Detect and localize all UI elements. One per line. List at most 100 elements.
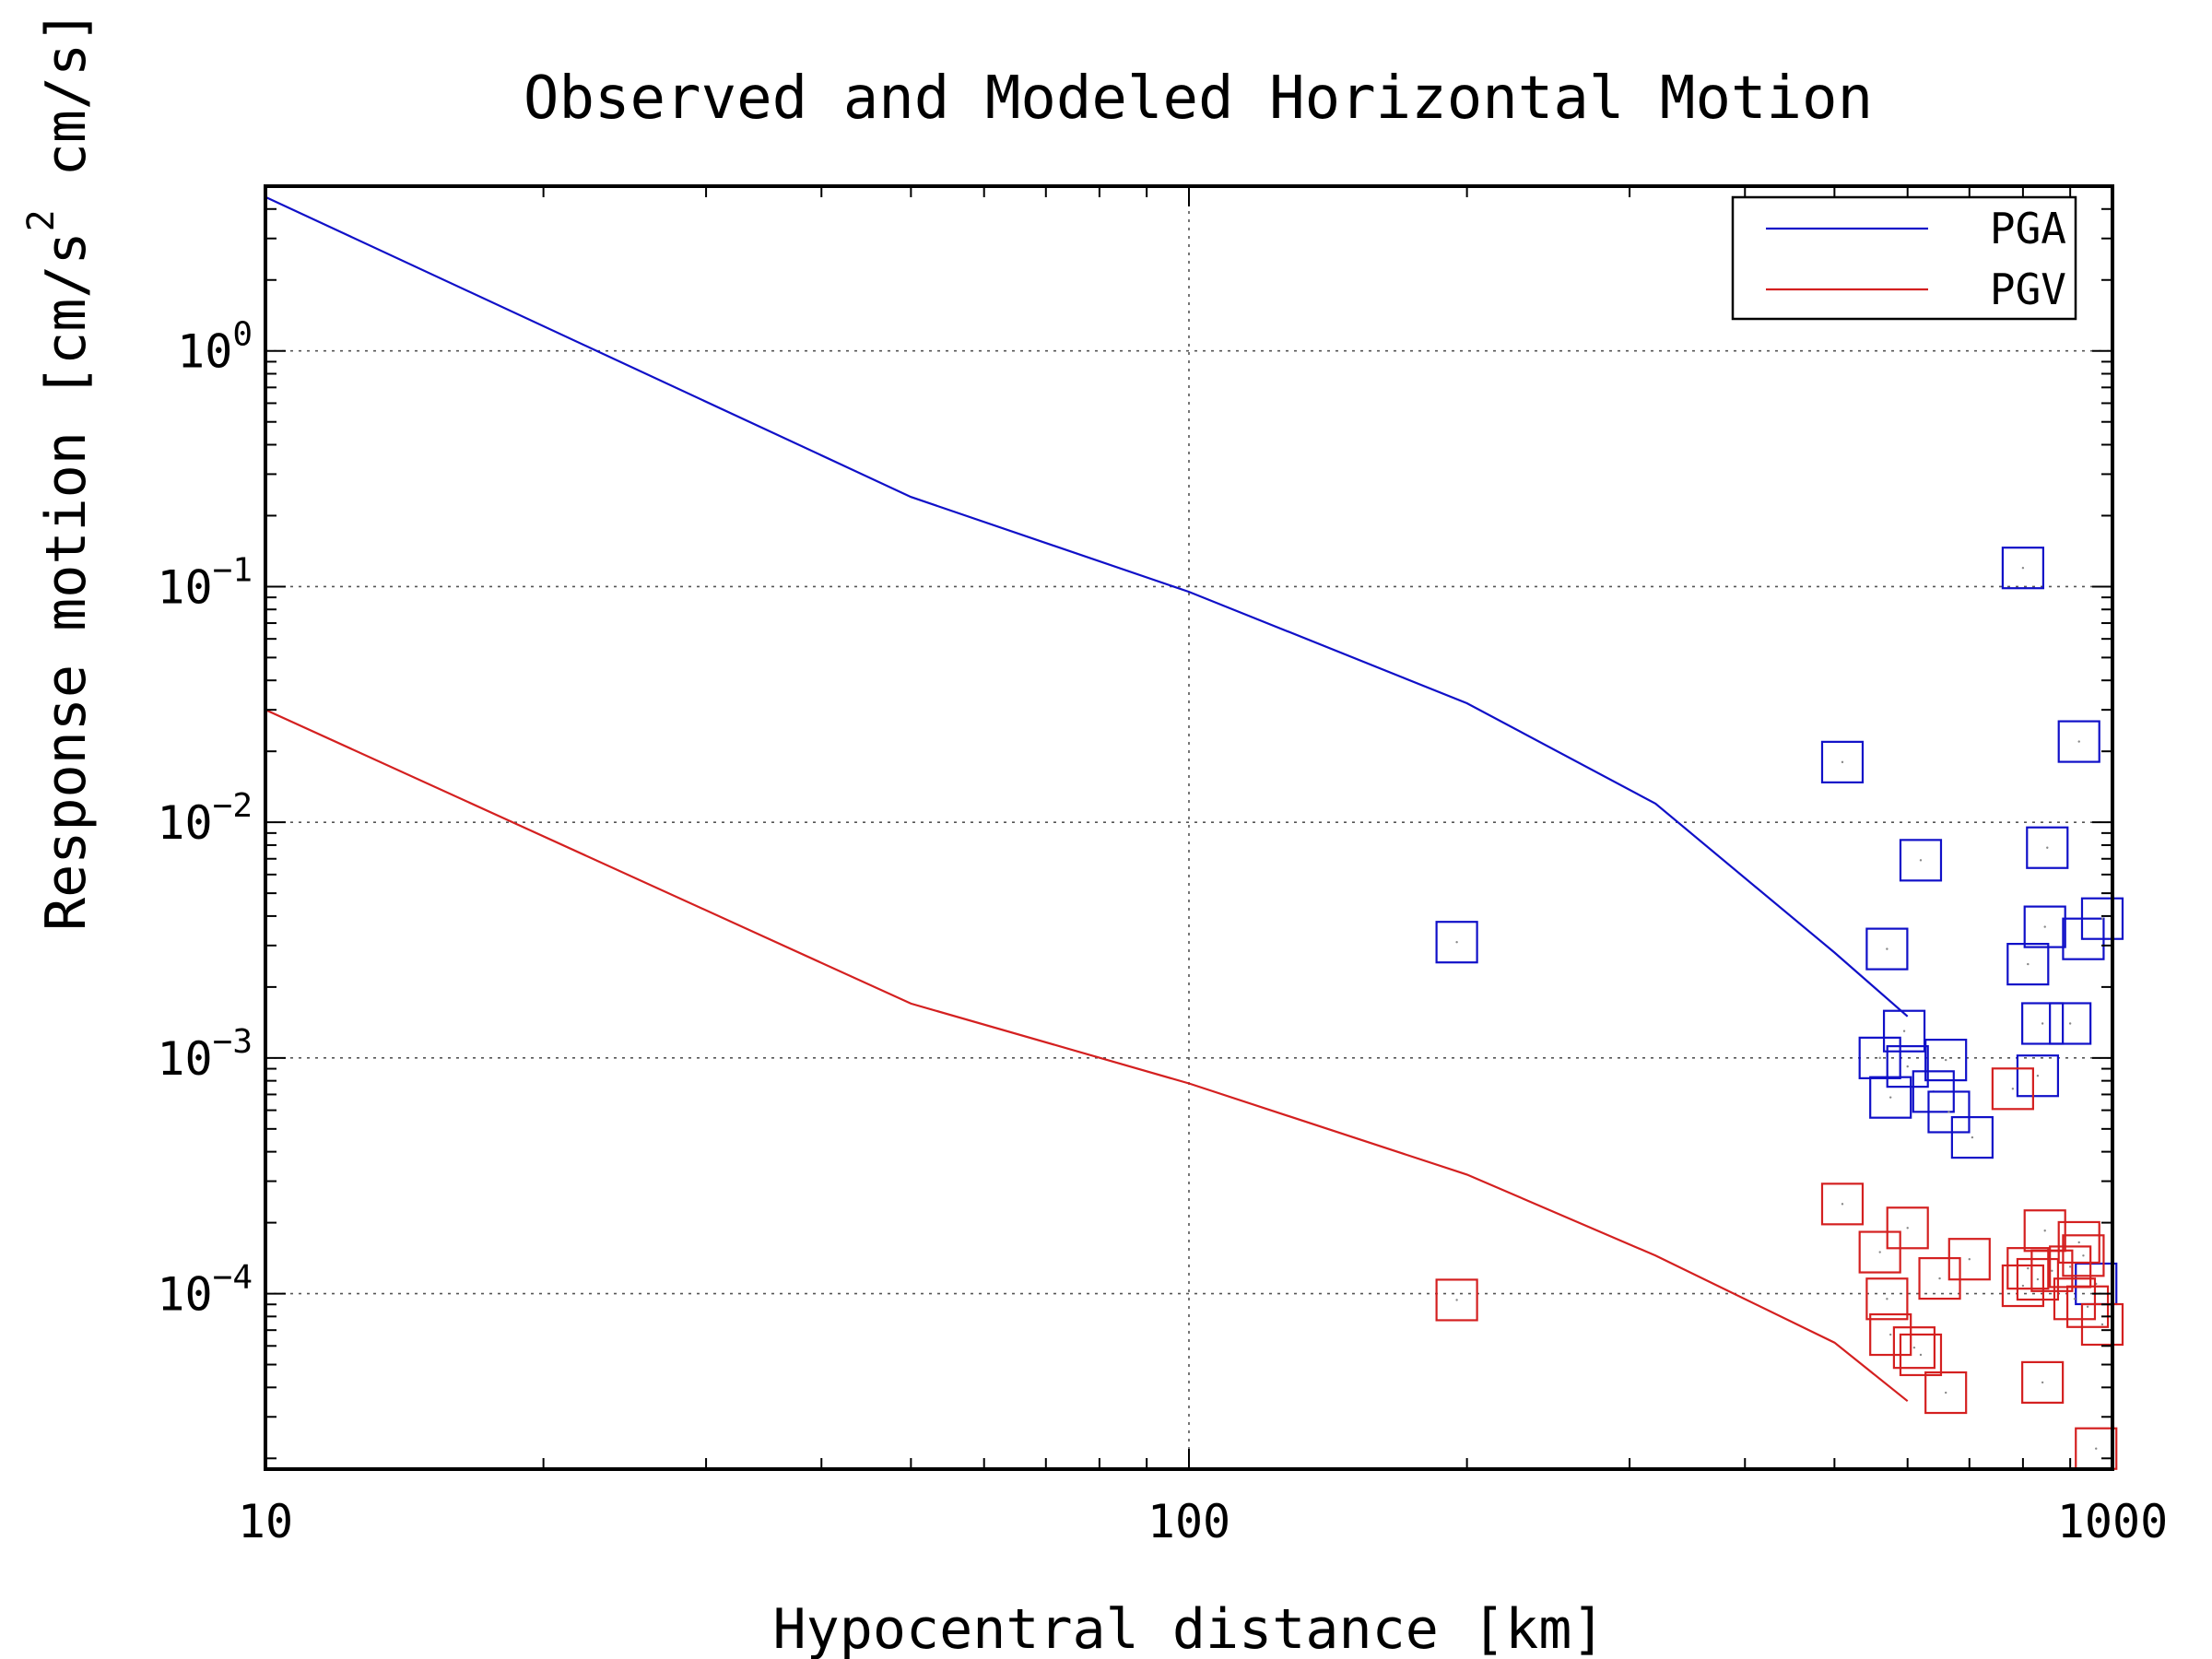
x-tick-label: 10 xyxy=(238,1495,293,1548)
data-point-square xyxy=(1820,740,1865,783)
y-tick-label: 10−1 xyxy=(157,551,253,614)
data-point-center-dot xyxy=(1919,859,1923,862)
data-point-center-dot xyxy=(1944,1058,1947,1062)
data-point-center-dot xyxy=(1888,1096,1892,1099)
grid-layer xyxy=(265,186,2112,1469)
x-tick-label: 1000 xyxy=(2057,1495,2168,1548)
data-point-square xyxy=(1858,1036,1901,1079)
data-point-center-dot xyxy=(2043,1230,2046,1232)
data-point-center-dot xyxy=(2043,925,2046,928)
svg-text:Response motion [cm/s2cm/s]: Response motion [cm/s2 cm/s] xyxy=(20,10,99,931)
data-point-center-dot xyxy=(2041,1022,2044,1025)
data-point-square xyxy=(2021,1360,2065,1405)
data-point-square xyxy=(1858,1230,1901,1274)
y-tick-label: 10−4 xyxy=(157,1259,253,1322)
data-point-center-dot xyxy=(1912,1346,1916,1349)
data-point-square xyxy=(1820,1182,1865,1226)
legend-label-pgv: PGV xyxy=(1990,265,2066,314)
data-point-center-dot xyxy=(2027,1266,2030,1270)
data-point-center-dot xyxy=(2095,1447,2098,1450)
data-point-center-dot xyxy=(2036,1075,2040,1077)
data-point-square xyxy=(2016,1054,2060,1098)
data-point-center-dot xyxy=(2082,1254,2085,1257)
data-point-square xyxy=(1886,1206,1929,1250)
ticks-layer: 10 100 1000 100 10−1 10−2 10−3 10−4 xyxy=(157,185,2168,1548)
y-axis-label-tail: cm/s] xyxy=(34,10,99,177)
data-point-square xyxy=(2057,1220,2100,1265)
data-point-square xyxy=(1435,921,1478,964)
data-point-square xyxy=(2001,1264,2044,1308)
data-point-square xyxy=(2065,1285,2110,1328)
data-point-square xyxy=(2021,1002,2065,1045)
series-line-pga xyxy=(265,195,1909,1018)
data-point-square xyxy=(1865,927,1909,971)
legend-box xyxy=(1731,195,2077,321)
data-point-center-dot xyxy=(2046,846,2049,849)
data-point-square xyxy=(1927,1090,1971,1134)
data-point-square xyxy=(1924,1371,1968,1415)
data-point-square xyxy=(1924,1039,1968,1082)
data-point-center-dot xyxy=(1841,1203,1844,1206)
y-tick-label: 10−3 xyxy=(157,1023,253,1086)
data-point-center-dot xyxy=(1902,1030,1906,1032)
y-axis-label-sup: 2 xyxy=(20,209,63,231)
data-point-center-dot xyxy=(1878,1251,1881,1253)
data-point-center-dot xyxy=(2011,1088,2015,1090)
data-point-square xyxy=(1865,1277,1909,1321)
data-point-center-dot xyxy=(1906,1065,1909,1068)
x-tick-label: 100 xyxy=(1147,1495,1230,1548)
data-point-center-dot xyxy=(1455,1299,1458,1301)
data-point-center-dot xyxy=(2100,1323,2104,1326)
data-point-square xyxy=(2049,1002,2092,1045)
data-point-center-dot xyxy=(2041,1381,2044,1384)
y-tick-label: 100 xyxy=(177,316,253,379)
data-point-center-dot xyxy=(2073,1298,2077,1300)
data-point-center-dot xyxy=(2027,962,2030,966)
data-point-center-dot xyxy=(2077,1241,2080,1244)
data-point-square xyxy=(1899,839,1943,882)
data-point-center-dot xyxy=(1886,947,1888,950)
legend-label-pga: PGA xyxy=(1990,204,2066,253)
data-point-center-dot xyxy=(2077,740,2080,743)
data-point-square xyxy=(2023,905,2066,948)
marker-layer xyxy=(1435,547,2124,1470)
y-axis-label: Response motion [cm/s2 cm/s] xyxy=(20,10,99,931)
data-point-center-dot xyxy=(1888,1333,1892,1336)
data-point-square xyxy=(1886,1045,1929,1088)
y-axis-label-main: Response motion [cm/s xyxy=(34,231,99,931)
data-point-center-dot xyxy=(2100,917,2104,920)
data-point-center-dot xyxy=(1841,760,1844,764)
data-point-square xyxy=(2006,1247,2050,1290)
data-point-square xyxy=(2057,720,2100,763)
data-point-center-dot xyxy=(1886,1298,1888,1300)
data-point-square xyxy=(2053,1277,2097,1321)
chart-title: Observed and Modeled Horizontal Motion xyxy=(524,65,1873,133)
data-point-square xyxy=(2006,943,2050,986)
series-layer xyxy=(265,195,1909,1403)
data-point-center-dot xyxy=(1455,941,1458,944)
x-axis-label: Hypocentral distance [km] xyxy=(772,1597,1605,1659)
data-point-center-dot xyxy=(2036,1277,2040,1281)
data-point-center-dot xyxy=(1947,1111,1950,1113)
data-point-center-dot xyxy=(1971,1135,1974,1139)
data-point-center-dot xyxy=(2086,1305,2089,1308)
data-point-center-dot xyxy=(2021,566,2025,570)
data-point-square xyxy=(1892,1326,1936,1370)
data-point-center-dot xyxy=(2021,1284,2025,1288)
data-point-center-dot xyxy=(1919,1353,1923,1357)
data-point-square xyxy=(1882,1009,1926,1053)
data-point-center-dot xyxy=(2068,1022,2072,1025)
data-point-square xyxy=(1869,1076,1912,1119)
data-point-center-dot xyxy=(1944,1391,1947,1394)
data-point-square xyxy=(2030,1249,2074,1292)
data-point-square xyxy=(1947,1238,1991,1281)
data-point-center-dot xyxy=(1878,1056,1881,1060)
data-point-square xyxy=(2001,547,2044,590)
data-point-center-dot xyxy=(2068,1265,2072,1268)
data-point-center-dot xyxy=(1938,1277,1941,1280)
data-point-square xyxy=(2080,897,2124,940)
series-line-pgv xyxy=(265,709,1909,1403)
data-point-center-dot xyxy=(1968,1258,1971,1261)
data-point-center-dot xyxy=(1906,1227,1909,1230)
